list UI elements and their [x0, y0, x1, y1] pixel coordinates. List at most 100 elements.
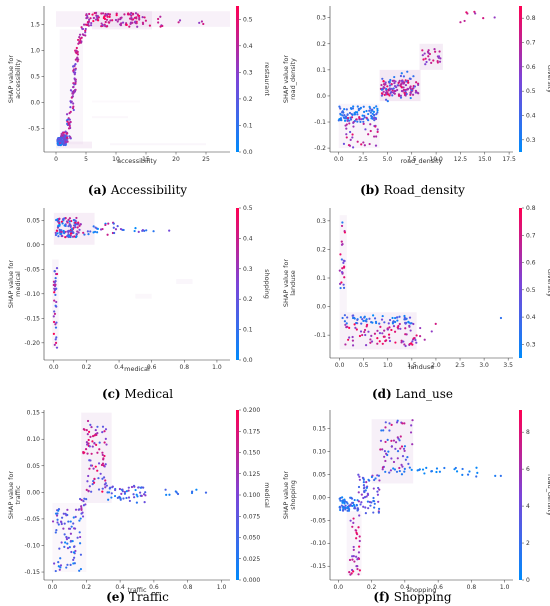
- scatter-point: [349, 130, 352, 134]
- colorbar-tick-label: 6: [526, 466, 530, 473]
- scatter-point: [340, 119, 343, 122]
- scatter-point: [157, 21, 160, 24]
- scatter-point: [352, 120, 355, 124]
- scatter-point: [360, 118, 363, 121]
- scatter-point: [345, 117, 348, 120]
- scatter-point: [410, 468, 413, 471]
- colorbar-tick-label: 0.100: [243, 492, 260, 499]
- scatter-point: [369, 504, 372, 507]
- scatter-point: [373, 135, 376, 138]
- scatter-plot-road-density: 0.0 2.5 5.0 7.5 10.0 12.5 15.0 17.5 -0.2 -0.1 0.0 0…: [282, 6, 550, 165]
- scatter-point: [342, 261, 345, 264]
- scatter-point: [378, 340, 381, 343]
- scatter-point: [71, 107, 75, 110]
- scatter-point: [67, 225, 70, 228]
- scatter-point: [360, 143, 363, 146]
- scatter-point: [96, 432, 99, 435]
- scatter-point: [396, 436, 399, 439]
- scatter-point: [403, 470, 406, 473]
- scatter-point: [377, 500, 380, 503]
- scatter-point: [348, 111, 352, 115]
- x-tick-label: 0.8: [467, 584, 477, 591]
- scatter-point: [105, 484, 108, 487]
- scatter-point: [90, 452, 93, 455]
- scatter-point: [78, 508, 81, 511]
- scatter-point: [364, 333, 367, 337]
- scatter-point: [74, 226, 77, 229]
- scatter-point: [378, 332, 382, 335]
- scatter-point: [399, 435, 402, 438]
- scatter-point: [370, 475, 373, 479]
- scatter-point: [59, 564, 63, 567]
- scatter-point: [91, 445, 94, 448]
- colorbar-tick-label: 0.8: [526, 15, 536, 22]
- scatter-point: [340, 281, 343, 284]
- scatter-point: [55, 514, 59, 517]
- scatter-point: [386, 100, 389, 103]
- scatter-point: [398, 315, 401, 318]
- scatter-point: [388, 80, 391, 84]
- scatter-point: [370, 340, 374, 343]
- scatter-point: [394, 447, 397, 450]
- scatter-point: [400, 473, 404, 476]
- scatter-point: [388, 422, 391, 425]
- scatter-point: [357, 500, 361, 503]
- scatter-point: [82, 231, 85, 234]
- scatter-point: [428, 58, 431, 61]
- scatter-point: [405, 80, 408, 83]
- scatter-point: [409, 92, 412, 95]
- scatter-point: [438, 50, 441, 53]
- scatter-point: [66, 547, 70, 550]
- scatter-point: [350, 116, 354, 119]
- scatter-point: [61, 222, 64, 225]
- scatter-point: [346, 119, 349, 122]
- colorbar-label: road_density: [546, 474, 550, 516]
- scatter-point: [78, 36, 81, 39]
- caption-land-use: (d) Land_use: [371, 387, 454, 401]
- scatter-point: [100, 12, 103, 15]
- scatter-point: [355, 118, 358, 121]
- interaction-shadow: [371, 419, 414, 484]
- interaction-shadow: [59, 29, 83, 145]
- scatter-point: [356, 565, 359, 568]
- scatter-point: [90, 21, 93, 25]
- scatter-point: [152, 230, 155, 233]
- scatter-point: [125, 490, 128, 493]
- scatter-point: [338, 282, 342, 285]
- scatter-point: [421, 49, 424, 52]
- scatter-point: [60, 541, 63, 544]
- scatter-point: [59, 566, 62, 569]
- scatter-point: [349, 118, 353, 121]
- scatter-point: [339, 508, 342, 512]
- scatter-point: [130, 18, 133, 21]
- colorbar-tick-label: 0.3: [526, 137, 536, 144]
- scatter-point: [373, 506, 376, 509]
- scatter-point: [56, 521, 59, 524]
- scatter-point: [91, 440, 94, 443]
- colorbar-tick-label: 0.5: [526, 88, 536, 95]
- scatter-point: [356, 140, 359, 143]
- scatter-point: [101, 431, 104, 434]
- scatter-point: [362, 120, 365, 123]
- scatter-point: [439, 57, 442, 60]
- scatter-point: [414, 91, 417, 94]
- colorbar-label: diversity: [546, 269, 550, 297]
- scatter-point: [73, 545, 76, 548]
- x-axis-label: road_density: [401, 157, 443, 165]
- scatter-point: [78, 569, 81, 572]
- scatter-point: [126, 13, 130, 16]
- scatter-point: [391, 316, 394, 320]
- y-tick-label: -0.20: [24, 340, 40, 347]
- scatter-point: [104, 428, 108, 431]
- scatter-point: [51, 520, 55, 523]
- scatter-point: [407, 462, 410, 465]
- scatter-point: [108, 487, 111, 490]
- scatter-point: [402, 75, 406, 78]
- scatter-point: [358, 478, 361, 481]
- chart-panel-land-use: 0.0 0.5 1.0 1.5 2.0 2.5 3.0 3.5 -0.1 0.0 0.1 0.2 0.3…: [275, 202, 550, 404]
- scatter-point: [414, 89, 418, 92]
- x-tick-label: 7.5: [407, 156, 417, 163]
- caption-shopping: (f) Shopping: [373, 590, 452, 604]
- scatter-point: [97, 462, 101, 465]
- scatter-point: [364, 506, 367, 509]
